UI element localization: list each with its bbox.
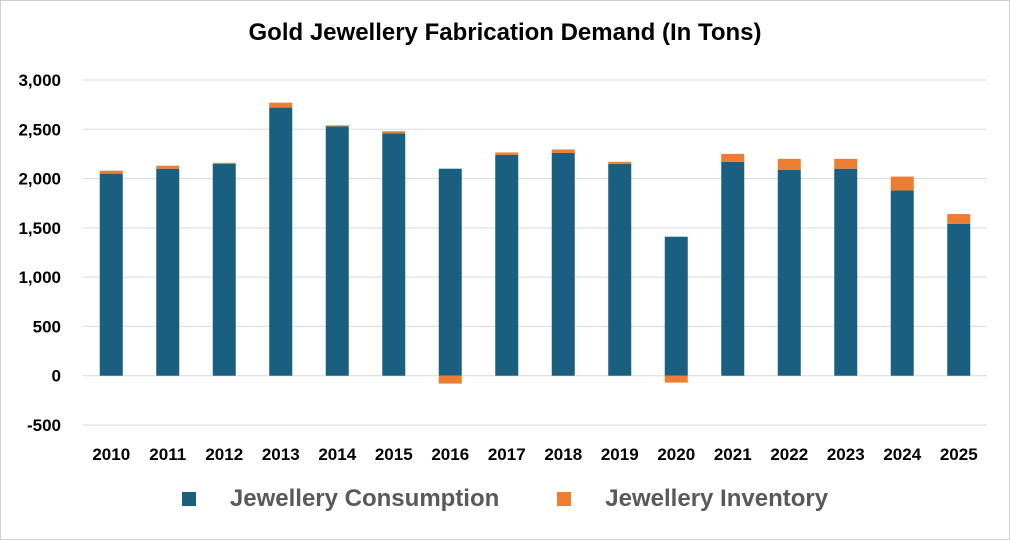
bar-inventory-2016: [438, 375, 462, 384]
bar-consumption-2014: [325, 126, 349, 376]
bar-consumption-2023: [834, 168, 858, 376]
bar-inventory-2023: [834, 158, 858, 169]
bar-inventory-2024: [890, 176, 914, 191]
x-tick-label: 2019: [601, 445, 639, 464]
bar-consumption-2019: [608, 163, 632, 376]
bar-inventory-2020: [664, 375, 688, 383]
y-tick-label: 2,000: [18, 170, 61, 189]
x-tick-label: 2023: [827, 445, 865, 464]
bar-inventory-2013: [269, 102, 293, 108]
bar-inventory-2025: [947, 214, 971, 224]
bar-consumption-2018: [551, 152, 575, 376]
bar-consumption-2025: [947, 223, 971, 376]
bar-inventory-2014: [325, 125, 349, 127]
x-tick-label: 2015: [375, 445, 413, 464]
y-tick-label: 0: [52, 367, 61, 386]
legend-swatch-consumption: [181, 492, 196, 506]
x-tick-label: 2024: [883, 445, 921, 464]
bar-consumption-2020: [664, 236, 688, 376]
x-tick-label: 2013: [262, 445, 300, 464]
x-tick-label: 2025: [940, 445, 978, 464]
bar-inventory-2018: [551, 149, 575, 153]
legend-label-inventory: Jewellery Inventory: [605, 485, 829, 512]
y-tick-label: 3,000: [18, 71, 61, 90]
x-tick-label: 2022: [770, 445, 808, 464]
bar-inventory-2022: [777, 158, 801, 170]
bar-inventory-2012: [212, 162, 236, 164]
bar-consumption-2022: [777, 169, 801, 376]
bar-inventory-2010: [99, 170, 123, 174]
bar-inventory-2017: [495, 152, 519, 155]
bar-consumption-2021: [721, 161, 745, 376]
chart-title: Gold Jewellery Fabrication Demand (In To…: [248, 19, 762, 46]
bar-inventory-2021: [721, 153, 745, 162]
bar-inventory-2015: [382, 131, 406, 134]
bar-consumption-2012: [212, 163, 236, 376]
x-tick-label: 2012: [205, 445, 243, 464]
y-tick-label: -500: [27, 416, 61, 435]
bar-inventory-2011: [156, 165, 180, 169]
legend-swatch-inventory: [557, 492, 572, 506]
x-tick-label: 2021: [714, 445, 752, 464]
x-tick-label: 2017: [488, 445, 526, 464]
x-tick-label: 2020: [657, 445, 695, 464]
y-tick-label: 1,500: [18, 219, 61, 238]
legend-label-consumption: Jewellery Consumption: [229, 485, 500, 512]
x-tick-label: 2018: [544, 445, 582, 464]
bar-consumption-2013: [269, 107, 293, 376]
y-tick-label: 1,000: [18, 268, 61, 287]
legend-item-consumption: Jewellery Consumption: [181, 485, 500, 513]
bar-consumption-2024: [890, 190, 914, 376]
y-tick-label: 500: [33, 317, 61, 336]
legend-item-inventory: Jewellery Inventory: [557, 485, 828, 513]
y-tick-label: 2,500: [18, 120, 61, 139]
legend: Jewellery Consumption Jewellery Inventor…: [1, 485, 1009, 513]
x-tick-label: 2011: [149, 445, 186, 464]
bar-consumption-2016: [438, 168, 462, 376]
x-tick-label: 2010: [92, 445, 130, 464]
x-tick-label: 2014: [318, 445, 356, 464]
bar-consumption-2011: [156, 168, 180, 376]
x-tick-label: 2016: [431, 445, 469, 464]
bar-consumption-2010: [99, 173, 123, 376]
bar-inventory-2019: [608, 161, 632, 164]
bar-consumption-2017: [495, 154, 519, 376]
bar-consumption-2015: [382, 133, 406, 376]
